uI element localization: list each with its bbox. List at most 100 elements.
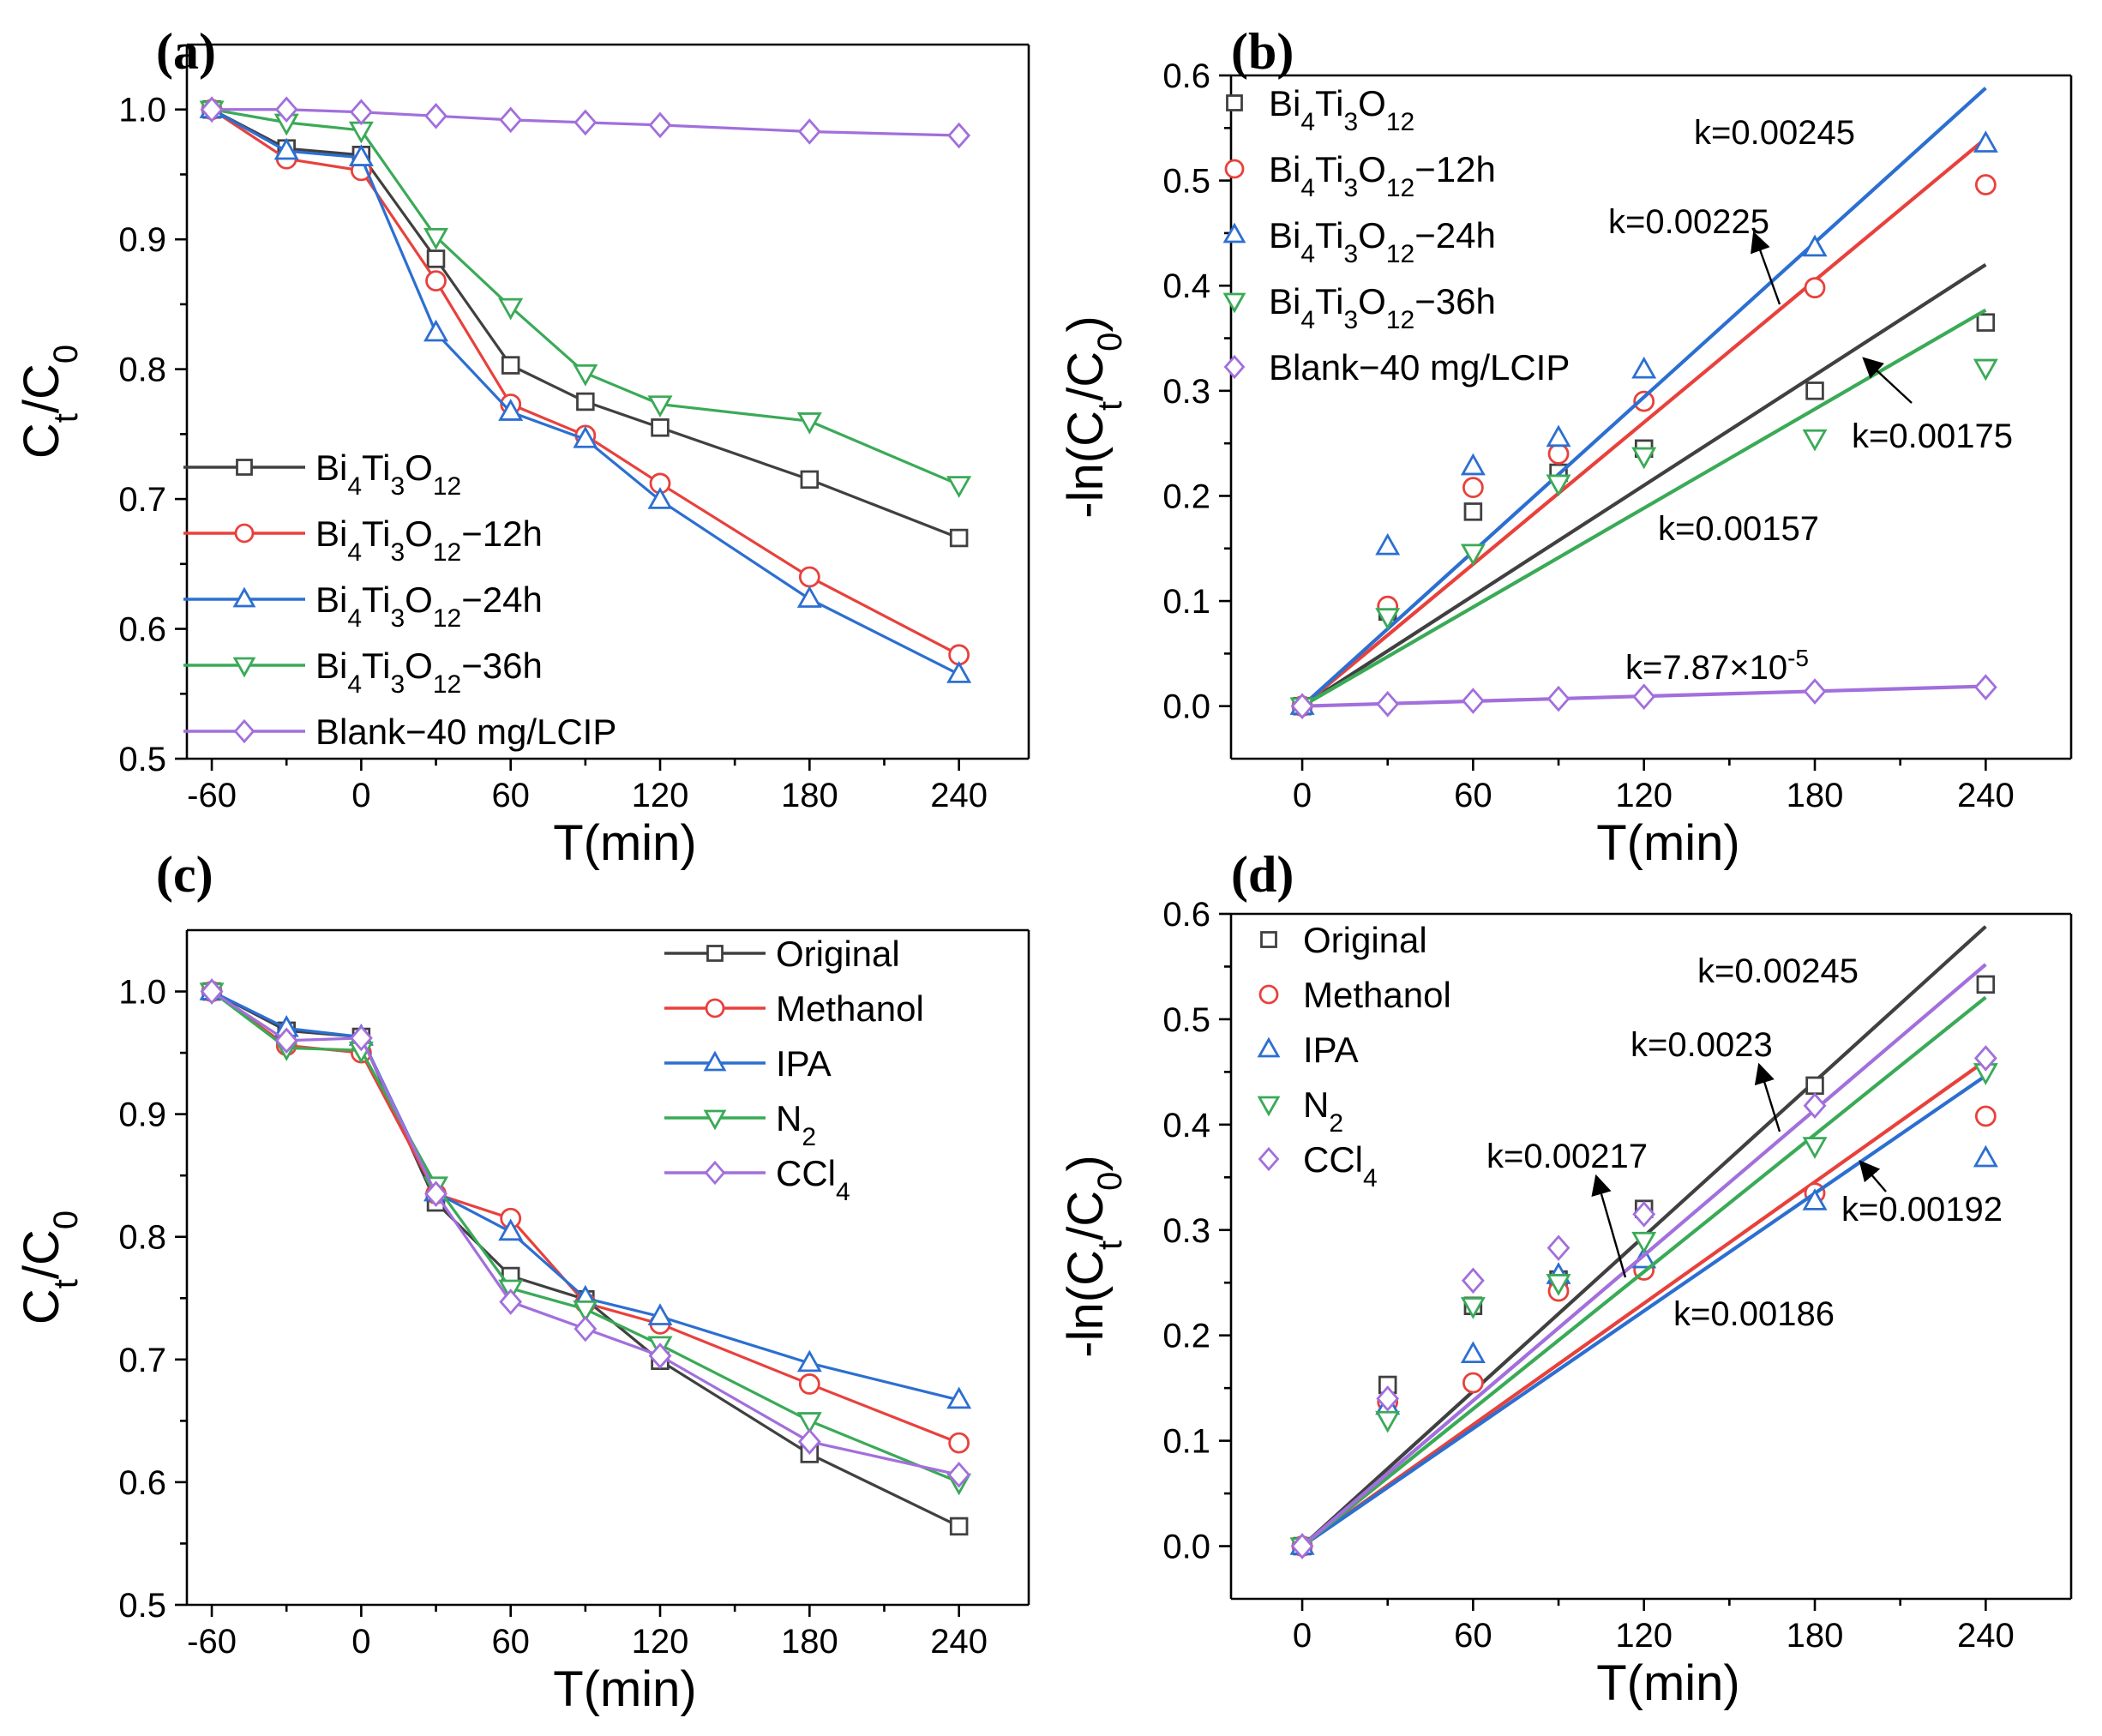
legend-marker xyxy=(704,1160,726,1186)
label-fragment: Ti xyxy=(362,580,390,620)
axes-b: 0 60 120 180 2400.00.10.20.30.40.50.6T(min)-… xyxy=(1058,57,2073,871)
series-ccl4 xyxy=(1290,963,1997,1559)
axis-label-fragment: /C xyxy=(1058,351,1114,401)
data-point xyxy=(1973,358,1998,381)
legend-item-methanol: Methanol xyxy=(1258,975,1451,1015)
legend-item-n2: N2 xyxy=(664,1098,816,1151)
data-point xyxy=(1375,1410,1401,1433)
fit-line xyxy=(1300,1059,1987,1548)
annotation-arrow xyxy=(1862,357,1913,404)
data-point xyxy=(1633,390,1655,412)
legend-label: IPA xyxy=(776,1043,832,1084)
label-fragment: 4 xyxy=(1363,1164,1378,1192)
series-blank-40-mg-lcip xyxy=(1290,674,1997,720)
annotation-arrow xyxy=(1859,1160,1887,1192)
data-point xyxy=(946,476,972,498)
axis-label-fragment: 0 xyxy=(1091,333,1129,351)
label-fragment: N xyxy=(776,1098,802,1138)
legend-marker xyxy=(703,1109,727,1131)
y-axis-label: Ct/C0 xyxy=(14,345,85,459)
label-fragment: −12h xyxy=(1414,149,1496,189)
x-tick-label: 120 xyxy=(1615,1617,1673,1655)
legend-item-bi4ti3o12: Bi4Ti3O12 xyxy=(183,448,461,501)
axes-a: -60 0 60 120 180 2400.50.60.70.80.91.0T(min)C… xyxy=(14,43,1030,871)
series-line xyxy=(211,990,959,1476)
fit-line xyxy=(1300,1074,1987,1548)
data-point xyxy=(1546,1274,1571,1296)
label-fragment: 4 xyxy=(1300,174,1315,202)
data-point xyxy=(200,96,224,123)
data-point xyxy=(573,425,598,448)
label-fragment: 3 xyxy=(390,472,405,501)
y-tick-label: 0.7 xyxy=(118,1342,166,1379)
legend-label: Bi4Ti3O12−12h xyxy=(1269,149,1496,202)
data-point xyxy=(946,1386,972,1409)
axis-label-fragment: -ln(C xyxy=(1058,1250,1114,1358)
data-point xyxy=(498,297,524,321)
data-point xyxy=(1973,1045,1997,1072)
k-annotation-exponent: -5 xyxy=(1787,645,1809,671)
data-point xyxy=(1460,1297,1486,1319)
legend-marker xyxy=(1257,1036,1281,1058)
label-fragment: 4 xyxy=(1300,108,1315,136)
y-tick-label: 0.6 xyxy=(118,611,166,649)
x-tick-label: 180 xyxy=(781,1623,838,1661)
series-line xyxy=(211,990,960,1528)
legend-marker xyxy=(1222,292,1246,314)
legend-marker xyxy=(234,523,255,544)
legend-label: Methanol xyxy=(776,988,924,1029)
label-fragment: O xyxy=(1358,83,1386,123)
k-annotation: k=0.0023 xyxy=(1631,1026,1773,1064)
label-fragment: 3 xyxy=(1343,108,1358,136)
data-point xyxy=(949,1517,969,1536)
x-tick-label: 240 xyxy=(930,1623,988,1661)
axis-label-fragment: t xyxy=(47,1279,85,1288)
data-point xyxy=(1632,1201,1656,1228)
x-tick-label: 60 xyxy=(491,1623,530,1661)
y-tick-label: 0.3 xyxy=(1162,1212,1210,1250)
data-point xyxy=(1547,443,1570,465)
annotation-arrow xyxy=(1754,1062,1781,1132)
legend-label: Original xyxy=(776,934,900,974)
axis-label-fragment: t xyxy=(1091,401,1129,411)
series-group-c xyxy=(199,978,972,1536)
legend-label: Bi4Ti3O12−24h xyxy=(1269,215,1496,268)
legend-label: Methanol xyxy=(1303,975,1451,1015)
label-fragment: Ti xyxy=(362,448,390,488)
data-point xyxy=(424,1180,447,1207)
data-point xyxy=(1805,1076,1824,1096)
legend-marker xyxy=(703,1050,727,1072)
data-point xyxy=(647,395,673,418)
data-point xyxy=(1376,1385,1400,1412)
label-fragment: 3 xyxy=(1343,306,1358,334)
label-fragment: −24h xyxy=(1414,215,1496,255)
series-ccl4 xyxy=(200,978,971,1488)
x-axis-label: T(min) xyxy=(1596,815,1740,871)
legend-marker xyxy=(1260,931,1277,948)
data-point xyxy=(1804,277,1826,299)
data-point xyxy=(1973,130,1998,153)
data-point xyxy=(1631,356,1657,379)
label-fragment: 12 xyxy=(1386,240,1414,268)
panel-label-d: (d) xyxy=(1231,846,1294,903)
legend-item-blank-40-mg-lcip: Blank−40 mg/LCIP xyxy=(183,712,616,752)
x-tick-label: 0 xyxy=(351,777,370,814)
data-point xyxy=(949,528,969,548)
label-fragment: Bi xyxy=(1269,83,1300,123)
legend-item-ipa: IPA xyxy=(1257,1030,1359,1070)
data-point xyxy=(498,399,524,421)
axes-c: -60 0 60 120 180 2400.50.60.70.80.91.0T(min)C… xyxy=(14,928,1030,1717)
series-ipa xyxy=(199,978,972,1409)
data-point xyxy=(1802,1188,1828,1210)
data-point xyxy=(1973,1144,1998,1168)
data-point xyxy=(423,319,449,342)
x-tick-label: 180 xyxy=(781,777,838,814)
legend-marker xyxy=(1224,159,1245,179)
x-tick-label: 180 xyxy=(1787,1617,1844,1655)
data-point xyxy=(274,1027,298,1054)
y-tick-label: 0.7 xyxy=(118,481,166,519)
axis-label-fragment: C xyxy=(14,423,69,459)
label-fragment: 3 xyxy=(390,670,405,699)
legend-label: Blank−40 mg/LCIP xyxy=(315,712,616,752)
legend-label: CCl4 xyxy=(1303,1139,1378,1192)
